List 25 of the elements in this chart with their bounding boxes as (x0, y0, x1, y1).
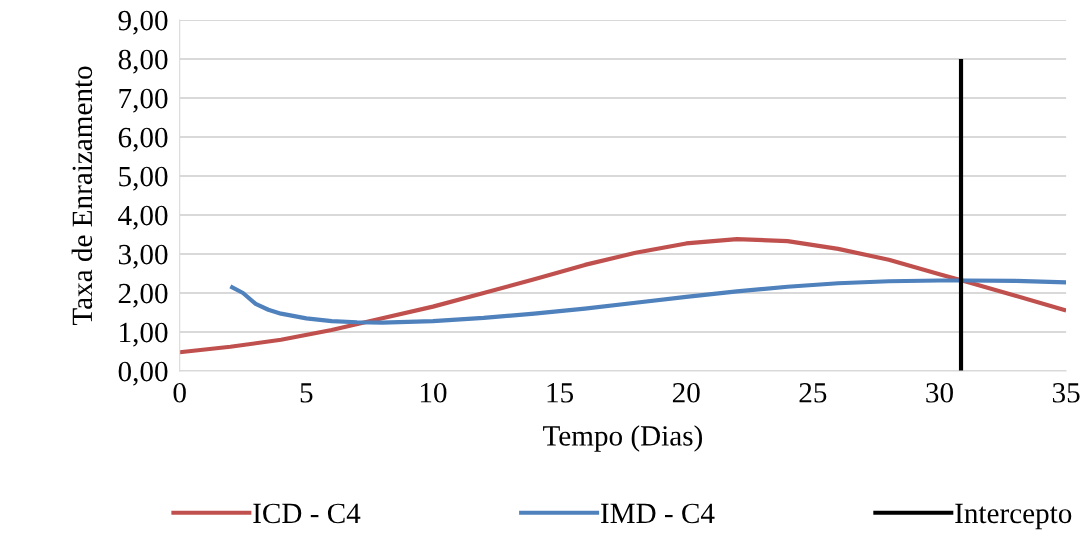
legend-label: ICD - C4 (253, 503, 361, 524)
y-tick-label: 2,00 (118, 283, 168, 308)
line-series (228, 278, 1067, 325)
x-axis-title: Tempo (Dias) (543, 425, 702, 452)
x-tick-label: 20 (672, 382, 700, 403)
x-tick-label: 35 (1052, 383, 1080, 403)
y-tick-label: 5,00 (119, 166, 168, 191)
x-tick-label: 15 (547, 383, 574, 403)
y-tick-label: 1,00 (120, 322, 168, 347)
x-tick-label: 0 (173, 382, 186, 403)
x-tick-label: 5 (300, 383, 313, 403)
y-tick-label: 4,00 (118, 205, 168, 230)
y-tick-label: 0,00 (118, 361, 168, 386)
x-tick-label: 30 (926, 382, 953, 403)
y-tick-label: 3,00 (118, 244, 168, 269)
y-tick-label: 8,00 (118, 49, 168, 74)
y-tick-label: 9,00 (118, 10, 168, 35)
y-axis-title: Taxa de Enraizamento (71, 66, 93, 326)
x-tick-label: 25 (799, 383, 827, 403)
line-series (179, 237, 1067, 355)
legend-label: IMD - C4 (600, 503, 715, 524)
legend-label: Intercepto (955, 503, 1072, 530)
y-tick-label: 7,00 (119, 88, 168, 113)
x-tick-label: 10 (420, 382, 447, 403)
y-tick-label: 6,00 (118, 127, 168, 152)
